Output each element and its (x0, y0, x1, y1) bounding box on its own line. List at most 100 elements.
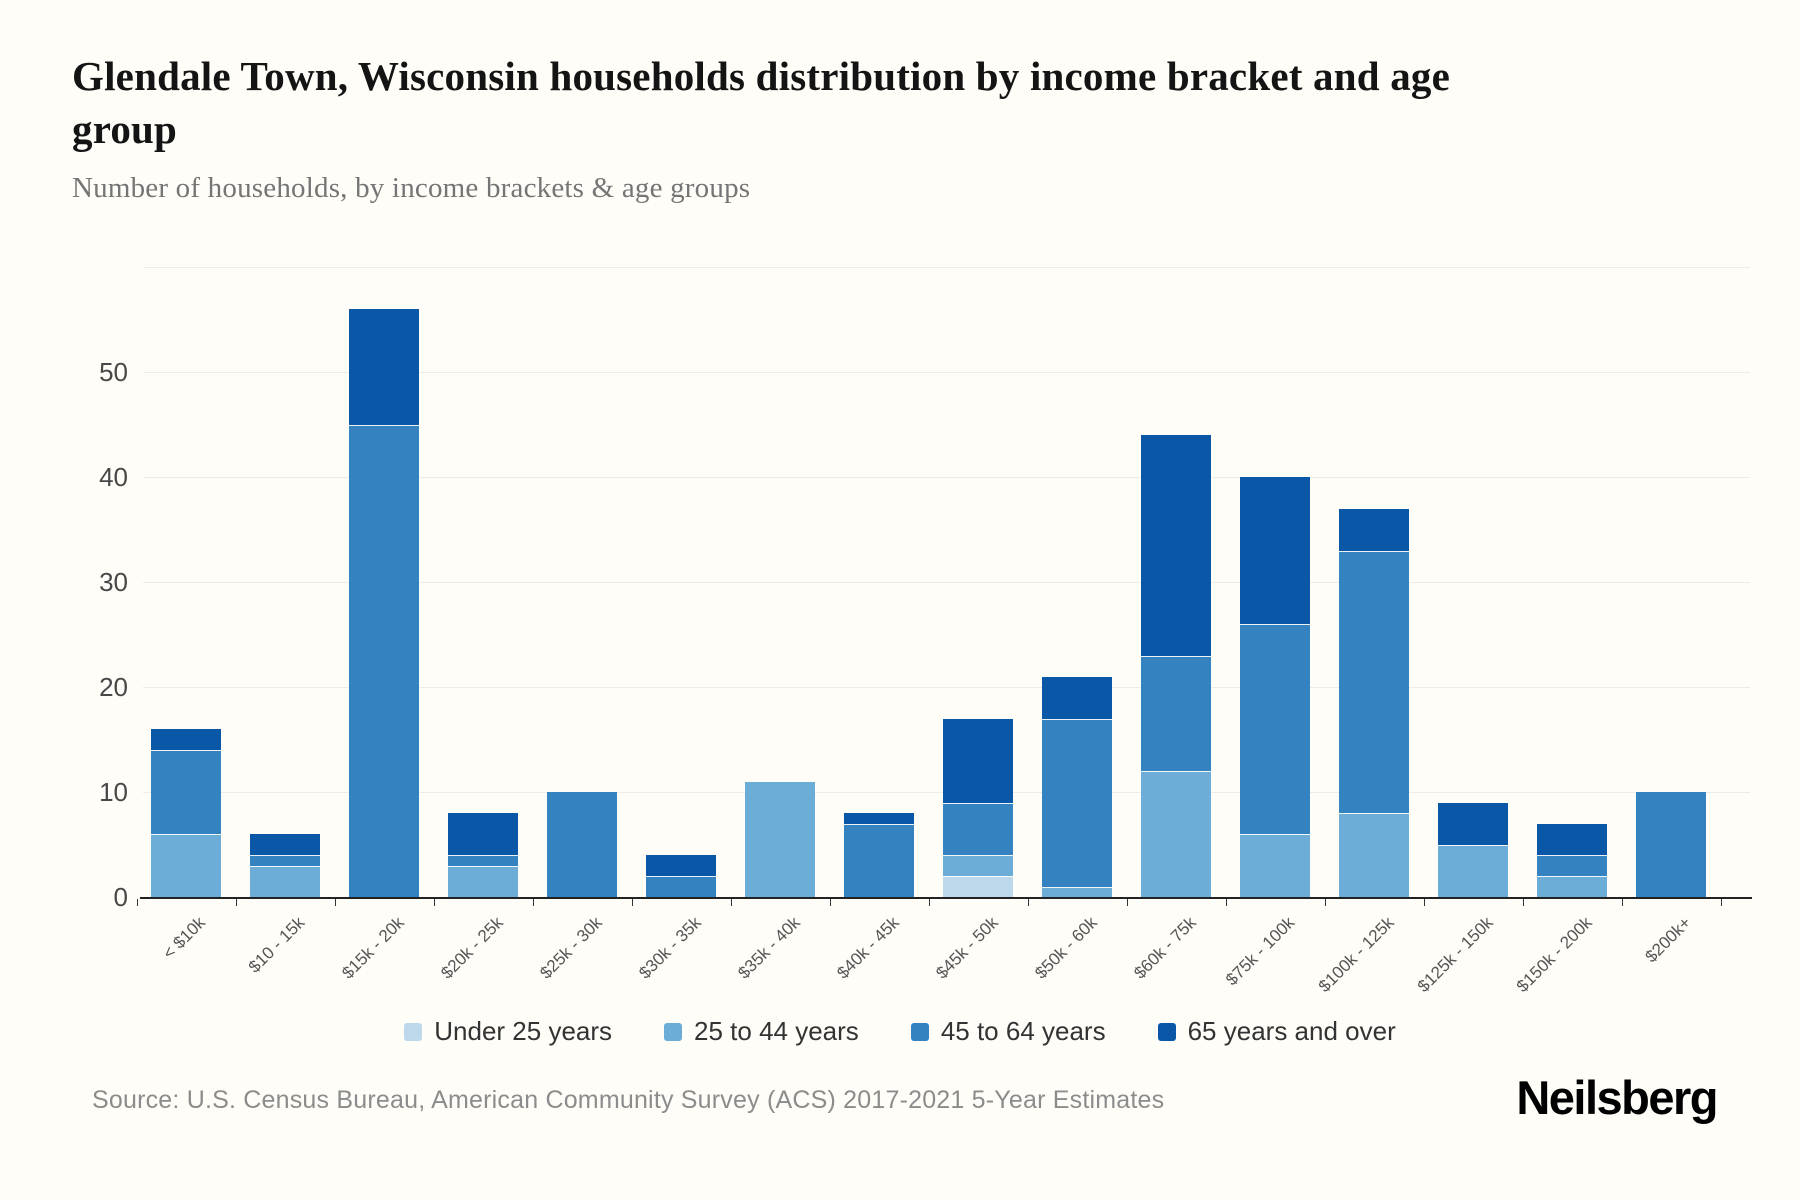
bar-segment[interactable] (448, 865, 518, 897)
bar-segment[interactable] (1339, 550, 1409, 813)
x-axis-label: $60k - 75k (1129, 913, 1200, 983)
gridline (143, 267, 1750, 268)
axis-tick (1126, 899, 1128, 906)
neilsberg-logo: Neilsberg (1516, 1071, 1718, 1124)
chart-subtitle: Number of households, by income brackets… (72, 172, 751, 204)
bar-segment[interactable] (448, 855, 518, 866)
y-axis-label: 0 (113, 882, 128, 912)
bar-segment[interactable] (1042, 676, 1112, 719)
x-axis-label: $100k - 125k (1314, 913, 1398, 996)
bar-segment[interactable] (151, 834, 221, 897)
x-axis-label: $75k - 100k (1222, 913, 1299, 990)
bar (349, 309, 419, 897)
bar-segment[interactable] (1537, 876, 1607, 897)
bar-segment[interactable] (646, 855, 716, 876)
bar-segment[interactable] (250, 855, 320, 866)
x-axis-label: $40k - 45k (832, 913, 903, 983)
legend-swatch (404, 1022, 423, 1041)
bar (448, 813, 518, 897)
legend-label: 25 to 44 years (694, 1016, 859, 1046)
bar-segment[interactable] (1438, 844, 1508, 897)
bar-segment[interactable] (1042, 718, 1112, 887)
bar-segment[interactable] (1240, 477, 1310, 624)
bar (745, 781, 815, 897)
bar-segment[interactable] (943, 802, 1013, 855)
bar-segment[interactable] (745, 781, 815, 897)
bar-segment[interactable] (646, 876, 716, 897)
x-axis-label: $125k - 150k (1413, 913, 1497, 996)
legend-label: Under 25 years (434, 1016, 613, 1046)
bar-segment[interactable] (547, 792, 617, 897)
bar (646, 855, 716, 897)
legend-swatch (664, 1022, 683, 1041)
bar (1339, 508, 1409, 897)
legend-label: 65 years and over (1187, 1016, 1396, 1046)
bar-segment[interactable] (1042, 886, 1112, 897)
axis-tick (433, 899, 435, 906)
axis-tick (631, 899, 633, 906)
stacked-bar-chart: 0 10 20 30 40 50 < $10k $10 - 15k $15k - 20k $20… (0, 250, 1800, 1020)
bar-segment[interactable] (1141, 655, 1211, 771)
bar (547, 792, 617, 897)
bar (1042, 676, 1112, 897)
bar (151, 729, 221, 897)
y-axis-label: 10 (99, 777, 128, 807)
bar-segment[interactable] (349, 424, 419, 897)
bar-segment[interactable] (1537, 823, 1607, 855)
bar (250, 834, 320, 897)
gridline (143, 477, 1750, 478)
bar-segment[interactable] (1240, 624, 1310, 834)
axis-tick (1621, 899, 1623, 906)
bar-segment[interactable] (151, 729, 221, 750)
bar-segment[interactable] (151, 750, 221, 834)
axis-tick (334, 899, 336, 906)
axis-tick (532, 899, 534, 906)
bar-segment[interactable] (844, 823, 914, 897)
gridline (143, 582, 1750, 583)
axis-tick (829, 899, 831, 906)
legend-item[interactable]: 65 years and over (1157, 1016, 1396, 1047)
bar-segment[interactable] (1339, 813, 1409, 897)
axis-tick (1522, 899, 1524, 906)
bar-segment[interactable] (349, 309, 419, 425)
x-axis-line (140, 897, 1752, 899)
legend-item[interactable]: 45 to 64 years (910, 1016, 1106, 1047)
legend-swatch (910, 1022, 929, 1041)
x-axis-label: $50k - 60k (1030, 913, 1101, 983)
bar-segment[interactable] (943, 876, 1013, 897)
bar-segment[interactable] (250, 834, 320, 855)
bar-segment[interactable] (943, 718, 1013, 803)
bar-segment[interactable] (844, 813, 914, 824)
bar (844, 813, 914, 897)
legend-swatch (1157, 1022, 1176, 1041)
axis-tick (730, 899, 732, 906)
bar-segment[interactable] (943, 855, 1013, 876)
y-axis-label: 40 (99, 462, 128, 492)
bar (1636, 792, 1706, 897)
legend-item[interactable]: 25 to 44 years (664, 1016, 859, 1047)
y-axis-label: 20 (99, 672, 128, 702)
bar-segment[interactable] (1141, 771, 1211, 897)
bar-segment[interactable] (1438, 802, 1508, 845)
x-axis-label: $150k - 200k (1512, 913, 1596, 996)
axis-tick (1720, 899, 1722, 906)
legend-item[interactable]: Under 25 years (404, 1016, 612, 1047)
axis-tick (136, 899, 138, 906)
bar-segment[interactable] (448, 813, 518, 855)
bar-segment[interactable] (1141, 435, 1211, 656)
x-axis-label: $200k+ (1641, 913, 1695, 967)
axis-tick (1027, 899, 1029, 906)
bar-segment[interactable] (1339, 508, 1409, 551)
y-axis-label: 50 (99, 357, 128, 387)
axis-tick (1324, 899, 1326, 906)
bar-segment[interactable] (1636, 792, 1706, 897)
axis-tick (928, 899, 930, 906)
bar-segment[interactable] (250, 865, 320, 897)
bar (1240, 477, 1310, 897)
gridline (143, 372, 1750, 373)
bar (943, 718, 1013, 897)
axis-tick (1423, 899, 1425, 906)
chart-title: Glendale Town, Wisconsin households dist… (72, 53, 1450, 153)
bar-segment[interactable] (1537, 855, 1607, 876)
bar-segment[interactable] (1240, 834, 1310, 897)
